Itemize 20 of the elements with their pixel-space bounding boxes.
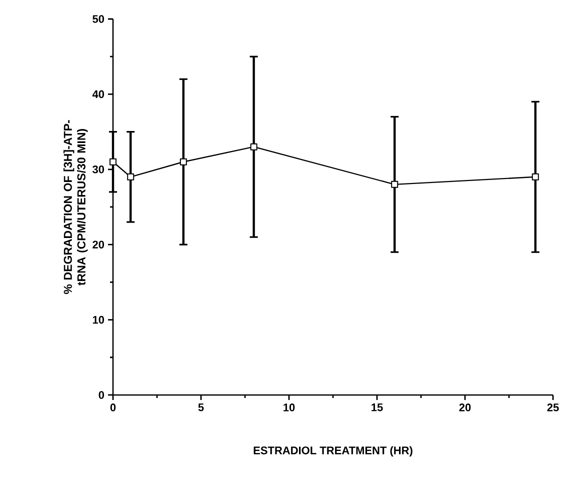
y-tick-label: 30 <box>92 166 104 174</box>
point <box>180 158 187 166</box>
x-tick-label: 15 <box>372 404 383 412</box>
point <box>391 180 398 188</box>
x-tick-label: 5 <box>198 404 204 412</box>
x-axis-title: ESTRADIOL TREATMENT (HR) <box>254 446 412 456</box>
point <box>110 158 117 166</box>
point <box>532 173 539 180</box>
x-tick-label: 0 <box>110 404 116 412</box>
point <box>250 143 258 150</box>
y-axis-title: % DEGRADATION OF [3H]-ATP-tRNA (CPM/UTERUS/30 MIN) <box>64 120 88 294</box>
x-tick-label: 25 <box>547 404 559 412</box>
y-tick-label: 50 <box>92 15 104 23</box>
y-tick-label: 0 <box>98 391 104 399</box>
x-tick-label: 10 <box>284 404 295 412</box>
y-tick-label: 20 <box>92 240 104 248</box>
y-tick-label: 40 <box>92 90 104 98</box>
y-tick-label: 10 <box>92 316 104 324</box>
x-tick-label: 20 <box>459 404 471 412</box>
point <box>127 173 134 180</box>
